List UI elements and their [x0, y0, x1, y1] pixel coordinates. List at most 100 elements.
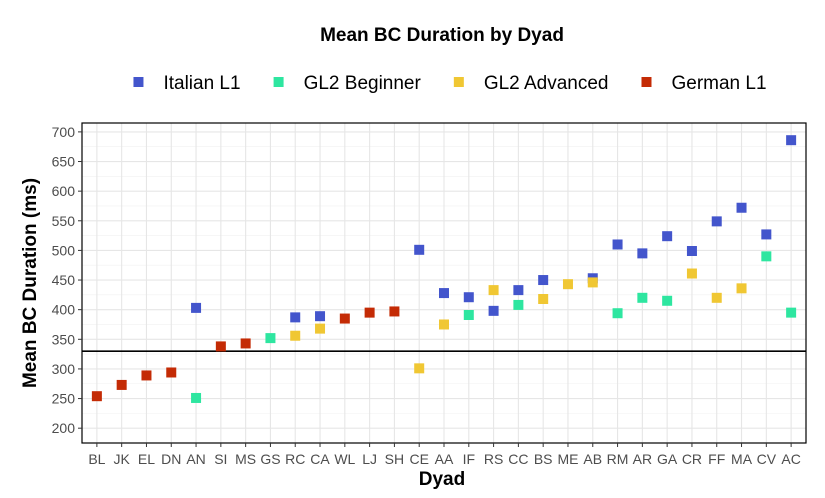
x-tick-label: CV — [757, 451, 777, 467]
legend-label: GL2 Beginner — [304, 73, 422, 94]
x-tick-label: BS — [534, 451, 553, 467]
data-point — [637, 248, 648, 259]
legend-label: Italian L1 — [163, 73, 240, 94]
data-point — [662, 231, 673, 242]
x-tick-label: AA — [435, 451, 454, 467]
data-point — [463, 292, 474, 303]
x-tick-label: IF — [463, 451, 475, 467]
data-point — [265, 333, 276, 344]
x-tick-label: CC — [508, 451, 528, 467]
data-point — [215, 341, 226, 352]
x-tick-label: AR — [633, 451, 652, 467]
x-tick-label: SH — [385, 451, 404, 467]
data-point — [166, 367, 177, 378]
x-tick-label: FF — [708, 451, 725, 467]
y-tick-label: 600 — [52, 183, 76, 199]
y-tick-label: 200 — [52, 420, 76, 436]
grid — [82, 123, 806, 443]
data-point — [686, 268, 697, 279]
x-axis-title: Dyad — [419, 469, 465, 490]
x-tick-label: CR — [682, 451, 702, 467]
data-point — [686, 246, 697, 256]
legend-label: GL2 Advanced — [484, 73, 609, 94]
data-point — [513, 299, 524, 310]
data-point — [513, 285, 524, 296]
data-point — [736, 202, 747, 213]
data-point — [191, 302, 202, 313]
data-point — [488, 285, 499, 296]
data-point — [315, 323, 326, 334]
data-point — [786, 307, 797, 318]
legend-item: GL2 Advanced — [453, 73, 609, 94]
data-point — [463, 310, 474, 320]
data-point — [439, 288, 449, 299]
x-tick-label: RS — [484, 451, 503, 467]
data-point — [339, 313, 350, 324]
y-tick-label: 450 — [52, 272, 76, 288]
data-point — [562, 279, 573, 290]
legend-item: GL2 Beginner — [273, 73, 422, 94]
data-point — [315, 311, 326, 322]
y-tick-label: 400 — [52, 302, 76, 318]
x-tick-label: MA — [731, 451, 753, 467]
y-tick-label: 550 — [52, 213, 76, 229]
x-tick-label: LJ — [362, 451, 377, 467]
data-point — [364, 307, 375, 318]
x-tick-label: CA — [310, 451, 330, 467]
data-point — [141, 370, 152, 381]
legend-key — [453, 77, 464, 87]
data-point — [414, 363, 425, 374]
legend-item: German L1 — [641, 73, 767, 94]
data-point — [711, 216, 722, 227]
data-point — [761, 229, 772, 240]
legend-key — [273, 77, 284, 87]
data-point — [612, 308, 623, 319]
x-tick-label: AB — [583, 451, 602, 467]
data-point — [786, 135, 797, 146]
y-axis: 200 250 300 350 400 450 500 550 600 650 700 — [52, 124, 82, 436]
data-point — [414, 244, 425, 255]
y-tick-label: 650 — [52, 154, 76, 170]
y-tick-label: 700 — [52, 124, 76, 140]
legend-key — [641, 77, 652, 87]
data-point — [711, 292, 722, 303]
x-tick-label: MS — [235, 451, 256, 467]
data-point — [488, 305, 499, 316]
x-tick-label: RC — [285, 451, 305, 467]
data-point — [439, 319, 449, 330]
x-tick-label: AC — [781, 451, 800, 467]
legend-label: German L1 — [671, 73, 766, 94]
x-tick-label: GA — [657, 451, 678, 467]
data-point — [290, 330, 301, 341]
y-axis-title: Mean BC Duration (ms) — [20, 178, 41, 388]
data-points — [91, 135, 797, 403]
data-point — [587, 277, 598, 288]
data-point — [389, 306, 400, 317]
data-point — [637, 292, 648, 303]
data-point — [116, 379, 127, 390]
data-point — [191, 392, 202, 403]
y-tick-label: 250 — [52, 391, 76, 407]
data-point — [612, 239, 623, 250]
x-tick-label: JK — [113, 451, 130, 467]
data-point — [538, 275, 549, 286]
y-tick-label: 500 — [52, 242, 76, 258]
x-tick-label: DN — [161, 451, 181, 467]
legend-item: Italian L1 — [133, 73, 241, 94]
data-point — [761, 251, 772, 262]
x-tick-label: RM — [607, 451, 629, 467]
chart-title: Mean BC Duration by Dyad — [320, 25, 564, 46]
data-point — [240, 338, 251, 349]
x-axis: BL JK EL DN AN SI MS GS RC CA WL LJ SH CE AA IF RS CC BS ME… — [88, 443, 801, 467]
x-tick-label: BL — [88, 451, 105, 467]
x-tick-label: EL — [138, 451, 155, 467]
x-tick-label: AN — [186, 451, 205, 467]
data-point — [736, 283, 747, 294]
y-tick-label: 300 — [52, 361, 76, 377]
y-tick-label: 350 — [52, 331, 76, 347]
x-tick-label: SI — [214, 451, 227, 467]
data-point — [662, 295, 673, 306]
data-point — [91, 391, 102, 402]
data-point — [290, 312, 301, 323]
